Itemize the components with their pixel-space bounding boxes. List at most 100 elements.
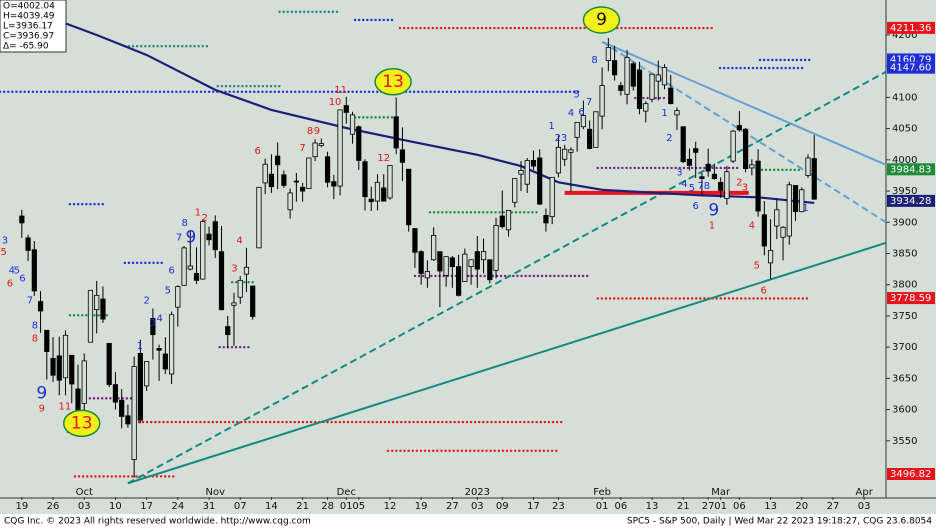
count-label: 4: [157, 313, 163, 324]
footer-right: SPC5 - S&P 500, Daily | Wed Mar 22 2023 …: [627, 517, 932, 527]
candle-body: [193, 273, 200, 281]
count-label: 1: [802, 203, 808, 214]
count-label: 2: [201, 213, 207, 224]
footer-left: CQG Inc. © 2023 All rights reserved worl…: [4, 517, 311, 527]
candle-body: [724, 171, 730, 199]
count-label: 1: [548, 121, 554, 132]
x-tick-label: 21: [677, 501, 690, 512]
candle-body: [811, 158, 817, 200]
candle-body: [524, 160, 530, 185]
candle-body: [106, 343, 112, 386]
count-label: 10: [329, 97, 342, 108]
candle-body: [262, 163, 268, 184]
candle-body: [331, 181, 337, 187]
candle-body: [668, 87, 674, 105]
x-tick-label: 06: [733, 501, 746, 512]
candle-body: [786, 184, 792, 237]
candle-body: [799, 189, 805, 213]
x-tick-label: 17: [527, 501, 540, 512]
price-label: 3984.83: [890, 164, 931, 175]
price-label-box: [887, 163, 935, 176]
count-label: 13: [382, 72, 404, 92]
x-tick-label: 05: [352, 501, 365, 512]
candle-body: [381, 187, 387, 202]
y-tick-label: 4050: [892, 124, 917, 135]
y-tick-label: 3550: [892, 436, 917, 447]
candle-body: [530, 160, 537, 167]
x-tick-label: 23: [552, 501, 565, 512]
y-tick-label: 4200: [892, 30, 917, 41]
count-label: 4: [681, 179, 687, 190]
candle-body: [156, 347, 162, 351]
x-tick-label: 27: [702, 501, 715, 512]
count-label: 8: [32, 333, 38, 344]
count-label: 9: [314, 126, 320, 137]
candle-body: [705, 163, 711, 172]
x-tick-label: 13: [646, 501, 659, 512]
ohlc-text: Δ= -65.90: [3, 42, 49, 52]
footer-bar: [0, 514, 936, 528]
candle-body: [337, 109, 343, 187]
candle-body: [636, 69, 643, 110]
count-label: 5: [573, 89, 579, 100]
candle-body: [587, 128, 593, 150]
candle-body: [125, 415, 131, 425]
candle-body: [168, 314, 175, 375]
price-label-box: [887, 194, 935, 207]
plot: 3545667889911121312345678912436789101113…: [0, 6, 886, 485]
candle-body: [31, 249, 37, 292]
x-tick-label: 01: [714, 501, 727, 512]
x-tick-label: 07: [234, 501, 247, 512]
x-tick-label: 01: [340, 501, 353, 512]
count-label: 3: [676, 167, 682, 178]
price-label: 3778.59: [890, 293, 931, 304]
candle-body: [555, 146, 562, 174]
count-label: 11: [59, 401, 72, 412]
candle-body: [175, 286, 181, 308]
candle-body: [50, 357, 56, 376]
price-label-box: [887, 292, 935, 305]
candle-body: [418, 251, 424, 274]
price-label: 3496.82: [890, 469, 931, 480]
candle-body: [774, 209, 780, 227]
candle-body: [630, 63, 636, 87]
candle-body: [356, 126, 362, 161]
candle-body: [780, 226, 786, 238]
candle-body: [661, 67, 668, 86]
count-label: 9: [36, 383, 47, 403]
candle-body: [406, 168, 412, 226]
candle-body: [736, 125, 742, 131]
count-label: 7: [27, 295, 33, 306]
candle-body: [312, 142, 318, 158]
candle-body: [674, 110, 680, 116]
count-ellipse: [62, 409, 101, 438]
candle-body: [268, 173, 275, 188]
count-label: 9: [596, 10, 607, 30]
candle-body: [100, 298, 106, 320]
count-label: 6: [693, 201, 699, 212]
count-label: 4: [236, 235, 242, 246]
trendline: [601, 40, 886, 166]
x-tick-label: 31: [203, 501, 216, 512]
candle-body: [580, 115, 586, 128]
count-label: 3: [742, 182, 748, 193]
count-label: 3: [231, 263, 237, 274]
x-tick-label: 27: [446, 501, 459, 512]
count-label: 4: [568, 108, 574, 119]
x-tick-label: 20: [795, 501, 808, 512]
candle-body: [56, 355, 62, 381]
x-tick-label: 03: [78, 501, 91, 512]
candle-body: [505, 210, 512, 231]
candle-body: [231, 302, 237, 306]
candle-body: [792, 185, 799, 213]
candle-body: [19, 215, 25, 224]
candle-body: [449, 257, 455, 268]
candle-body: [643, 103, 649, 112]
candle-body: [237, 279, 243, 298]
count-label: 8: [591, 55, 597, 66]
y-tick-label: 4100: [892, 92, 917, 103]
candle-body: [287, 192, 293, 211]
candle-body: [250, 285, 256, 317]
candle-body: [655, 74, 661, 82]
